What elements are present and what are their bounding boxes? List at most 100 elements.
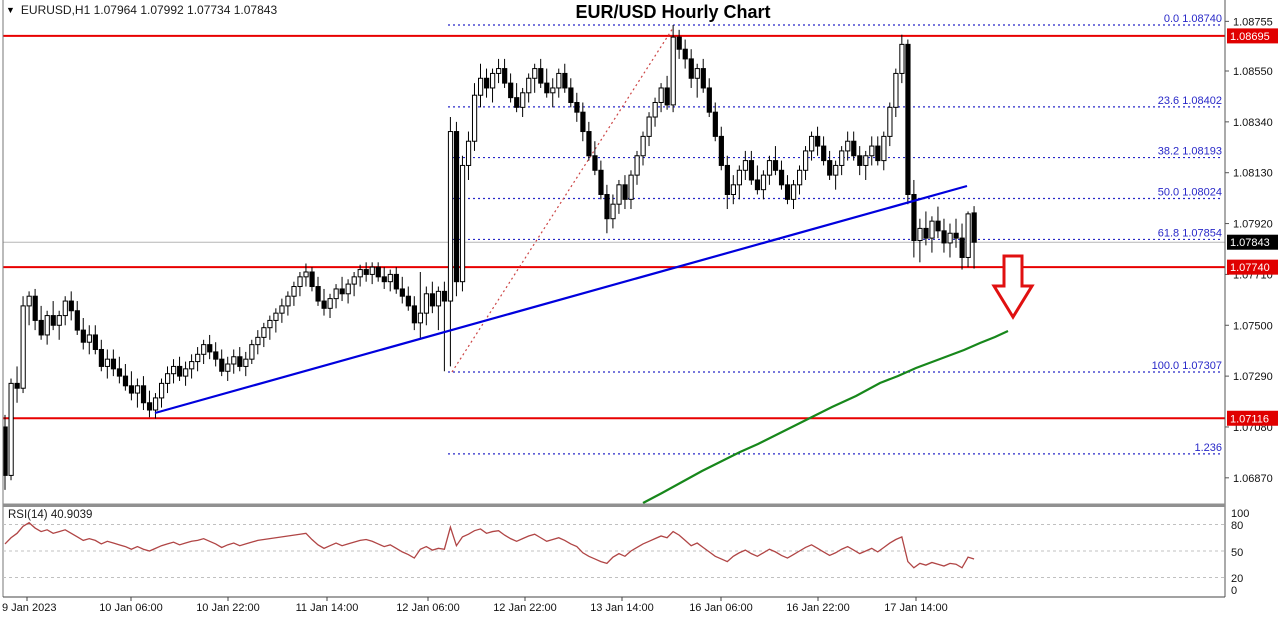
candle-body bbox=[706, 87, 712, 113]
candle-body bbox=[622, 184, 628, 200]
candle-body bbox=[315, 286, 321, 302]
time-tick-label: 12 Jan 22:00 bbox=[493, 602, 557, 614]
price-tick-label: 1.07290 bbox=[1233, 371, 1273, 383]
trendline[interactable] bbox=[154, 184, 968, 415]
candle-body bbox=[544, 82, 550, 94]
candle-body bbox=[339, 288, 345, 295]
price-tag-red-text: 1.07116 bbox=[1230, 413, 1269, 425]
candle-body bbox=[658, 87, 664, 103]
candle-body bbox=[104, 358, 111, 367]
candle-body bbox=[863, 155, 869, 166]
candle-body bbox=[917, 227, 923, 242]
candle-body bbox=[26, 295, 32, 307]
price-tick-label: 1.08755 bbox=[1233, 16, 1273, 28]
candle-body bbox=[772, 160, 779, 171]
candles-layer bbox=[2, 25, 977, 490]
candle-body bbox=[56, 315, 62, 326]
candle-body bbox=[809, 135, 815, 152]
price-axis[interactable]: 1.08755 1.08550 1.08340 1.08130 1.07920 1.077… bbox=[1225, 16, 1278, 597]
chevron-down-icon[interactable]: ▼ bbox=[6, 5, 15, 15]
candle-body bbox=[351, 276, 357, 285]
candle-body bbox=[670, 36, 676, 106]
candle-body bbox=[718, 135, 724, 166]
candle-body bbox=[417, 312, 424, 324]
candle-body bbox=[556, 72, 562, 89]
candle-body bbox=[399, 288, 405, 297]
candle-body bbox=[291, 286, 297, 297]
candle-body bbox=[815, 135, 821, 147]
rsi-scale-label: 100 bbox=[1231, 508, 1249, 520]
candle-body bbox=[423, 293, 430, 314]
candle-body bbox=[490, 72, 496, 89]
candle-body bbox=[447, 131, 454, 302]
candle-body bbox=[833, 164, 839, 176]
candle-body bbox=[177, 365, 183, 377]
candle-body bbox=[682, 48, 688, 60]
candle-body bbox=[478, 77, 484, 96]
candle-body bbox=[790, 184, 797, 200]
candle-body bbox=[333, 288, 339, 300]
candle-body bbox=[514, 97, 520, 108]
candle-body bbox=[803, 150, 809, 171]
candle-body bbox=[393, 273, 399, 290]
candle-body bbox=[616, 184, 622, 205]
candle-body bbox=[92, 334, 98, 350]
candle-body bbox=[128, 385, 135, 394]
candle-body bbox=[140, 385, 147, 404]
candle-body bbox=[8, 382, 14, 476]
fib-level-label: 1.236 bbox=[1194, 442, 1222, 454]
candle-body bbox=[821, 145, 827, 162]
candle-body bbox=[941, 230, 947, 244]
candle-body bbox=[183, 368, 189, 377]
price-tick-label: 1.06870 bbox=[1233, 473, 1273, 485]
candle-body bbox=[327, 298, 333, 309]
candle-body bbox=[742, 160, 749, 171]
candle-body bbox=[550, 87, 556, 94]
candle-body bbox=[381, 276, 387, 283]
fib-level-label: 61.8 1.07854 bbox=[1158, 227, 1222, 239]
candle-body bbox=[520, 92, 526, 108]
candle-body bbox=[158, 382, 165, 399]
candle-body bbox=[947, 232, 953, 244]
price-tag-red-text: 1.07740 bbox=[1230, 262, 1270, 274]
candle-body bbox=[20, 305, 26, 389]
pane-divider[interactable] bbox=[3, 503, 1225, 508]
candle-body bbox=[146, 402, 153, 411]
candle-body bbox=[2, 426, 8, 476]
candle-body bbox=[496, 68, 502, 74]
candle-body bbox=[225, 363, 231, 372]
price-tag-red-text: 1.08695 bbox=[1230, 31, 1270, 43]
symbol-header: ▼ EURUSD,H1 1.07964 1.07992 1.07734 1.07… bbox=[6, 3, 277, 17]
time-axis[interactable]: 9 Jan 2023 10 Jan 06:00 10 Jan 22:00 11 Jan… bbox=[2, 597, 948, 614]
time-tick-label: 12 Jan 06:00 bbox=[396, 602, 460, 614]
candle-body bbox=[760, 174, 767, 191]
candle-body bbox=[249, 344, 255, 360]
candle-body bbox=[405, 295, 411, 307]
candle-body bbox=[363, 269, 369, 275]
candle-body bbox=[839, 150, 845, 166]
candle-body bbox=[387, 273, 393, 283]
candle-body bbox=[411, 305, 417, 324]
time-tick-label: 17 Jan 14:00 bbox=[884, 602, 948, 614]
price-tick-label: 1.07920 bbox=[1233, 219, 1273, 231]
candle-body bbox=[538, 68, 544, 84]
candle-body bbox=[32, 295, 38, 321]
candle-body bbox=[971, 212, 977, 243]
candle-body bbox=[122, 375, 129, 387]
candle-body bbox=[712, 111, 718, 137]
page-title: EUR/USD Hourly Chart bbox=[575, 2, 771, 22]
candle-body bbox=[285, 295, 291, 307]
candle-body bbox=[688, 58, 694, 79]
candle-body bbox=[845, 140, 851, 152]
candle-body bbox=[243, 358, 249, 367]
candle-body bbox=[195, 353, 201, 363]
candle-body bbox=[38, 319, 44, 336]
fib-level-label: 100.0 1.07307 bbox=[1152, 360, 1222, 372]
candle-body bbox=[62, 300, 68, 317]
candle-body bbox=[14, 382, 20, 389]
candle-body bbox=[766, 160, 773, 176]
time-tick-label: 9 Jan 2023 bbox=[2, 602, 56, 614]
candle-body bbox=[297, 276, 303, 288]
rsi-scale-label: 50 bbox=[1231, 547, 1243, 559]
